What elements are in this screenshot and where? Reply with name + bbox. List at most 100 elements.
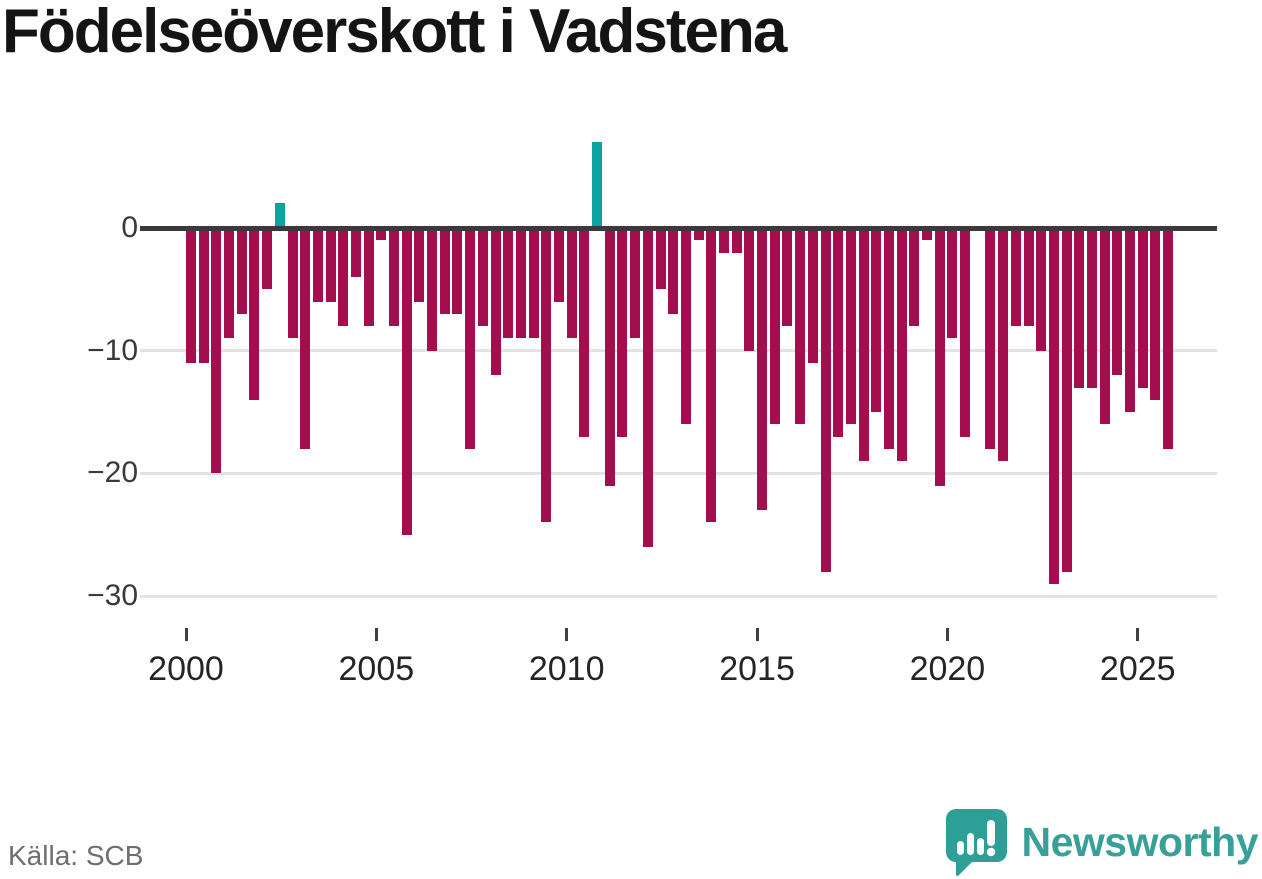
newsworthy-logo-icon: [945, 809, 1007, 876]
bar-2006-T3: [439, 228, 450, 314]
bar-2015-T3: [782, 228, 793, 327]
bar-2013-T2: [693, 228, 704, 241]
bar-2003-T1: [300, 228, 311, 449]
bar-2019-T2: [922, 228, 933, 241]
gridline--30: [140, 594, 1217, 598]
bar-2016-T2: [807, 228, 818, 363]
brand-logo: Newsworthy: [945, 808, 1259, 876]
y-axis-label--20: −20: [87, 456, 138, 490]
bar-2009-T2: [541, 228, 552, 523]
bar-chart: 0 −10 −20 −30 2000 2005 2010 2015 2020 2025: [87, 142, 1217, 688]
bar-2015-T1: [757, 228, 768, 511]
x-axis-label-2020: 2020: [909, 650, 986, 688]
bar-2017-T2: [845, 228, 856, 425]
bar-2021-T1: [985, 228, 996, 449]
bar-2011-T1: [604, 228, 615, 486]
bar-2006-T1: [414, 228, 425, 302]
bar-2001-T1: [224, 228, 235, 339]
bar-2019-T1: [909, 228, 920, 327]
bar-2000-T3: [211, 228, 222, 474]
bar-2005-T3: [401, 228, 412, 535]
bar-2010-T1: [566, 228, 577, 339]
y-axis-label-0: 0: [121, 211, 138, 244]
bar-2001-T2: [236, 228, 247, 314]
bar-2004-T1: [338, 228, 349, 327]
bar-2013-T3: [706, 228, 717, 523]
bar-2012-T1: [642, 228, 653, 548]
bar-2002-T1: [262, 228, 273, 290]
x-tick-2020: [945, 628, 949, 641]
bar-2025-T1: [1137, 228, 1148, 388]
bar-2008-T2: [503, 228, 514, 339]
bar-2009-T1: [528, 228, 539, 339]
x-tick-2015: [755, 628, 759, 641]
x-tick-2010: [565, 628, 569, 641]
bar-2012-T3: [668, 228, 679, 314]
x-axis-label-2010: 2010: [528, 650, 605, 688]
bar-2004-T2: [350, 228, 361, 278]
zero-line: [140, 225, 1217, 231]
bar-2018-T1: [871, 228, 882, 413]
bar-2014-T1: [718, 228, 729, 253]
bar-2011-T2: [617, 228, 628, 437]
bar-2008-T3: [515, 228, 526, 339]
y-axis-label--30: −30: [87, 579, 138, 613]
bar-2021-T3: [1010, 228, 1021, 327]
bar-2014-T3: [744, 228, 755, 351]
bar-2025-T2: [1150, 228, 1161, 400]
x-axis-label-2015: 2015: [719, 650, 795, 688]
bar-2005-T1: [376, 228, 387, 241]
bar-2018-T3: [896, 228, 907, 462]
bar-2001-T3: [249, 228, 260, 400]
bar-2007-T1: [452, 228, 463, 314]
bar-2002-T3: [287, 228, 298, 339]
bar-2020-T2: [960, 228, 971, 437]
bar-2018-T2: [883, 228, 894, 449]
x-axis-label-2005: 2005: [338, 650, 415, 688]
bar-2006-T2: [427, 228, 438, 351]
bar-2024-T1: [1099, 228, 1110, 425]
x-tick-2000: [184, 628, 188, 641]
bar-2022-T2: [1036, 228, 1047, 351]
bar-2023-T3: [1086, 228, 1097, 388]
page-title: Födelseöverskott i Vadstena: [2, 0, 787, 66]
bar-2005-T2: [389, 228, 400, 327]
bar-2009-T3: [554, 228, 564, 302]
bar-2007-T2: [465, 228, 476, 449]
bar-2023-T2: [1074, 228, 1085, 388]
bar-2008-T1: [490, 228, 501, 376]
bar-2017-T3: [858, 228, 869, 462]
x-axis-label-2000: 2000: [148, 650, 224, 688]
x-tick-2005: [374, 628, 378, 641]
gridline--10: [140, 349, 1217, 353]
bar-2013-T1: [680, 228, 691, 425]
bar-2016-T3: [820, 228, 831, 572]
gridline--20: [140, 471, 1217, 475]
source-caption: Källa: SCB: [8, 840, 144, 871]
bar-2010-T3: [592, 142, 603, 228]
bar-2014-T2: [731, 228, 742, 253]
bar-2007-T3: [477, 228, 488, 327]
bar-2024-T3: [1125, 228, 1136, 413]
bar-2021-T2: [998, 228, 1009, 462]
bar-2010-T2: [579, 228, 590, 437]
bar-2000-T2: [198, 228, 209, 363]
brand-name: Newsworthy: [1021, 818, 1259, 865]
bar-2019-T3: [934, 228, 945, 486]
bar-2024-T2: [1112, 228, 1123, 376]
y-axis-label--10: −10: [87, 333, 138, 367]
bar-2017-T1: [833, 228, 844, 437]
bar-2011-T3: [630, 228, 641, 339]
bar-2004-T3: [363, 228, 374, 327]
bar-2003-T2: [312, 228, 323, 302]
bar-2012-T2: [655, 228, 666, 290]
bar-2025-T3: [1163, 228, 1174, 449]
bar-2023-T1: [1061, 228, 1072, 572]
bar-2022-T1: [1023, 228, 1034, 327]
bar-2015-T2: [769, 228, 780, 425]
bar-2020-T1: [947, 228, 958, 339]
x-tick-2025: [1136, 628, 1140, 641]
bar-2002-T2: [274, 203, 285, 228]
bar-2016-T1: [795, 228, 806, 425]
